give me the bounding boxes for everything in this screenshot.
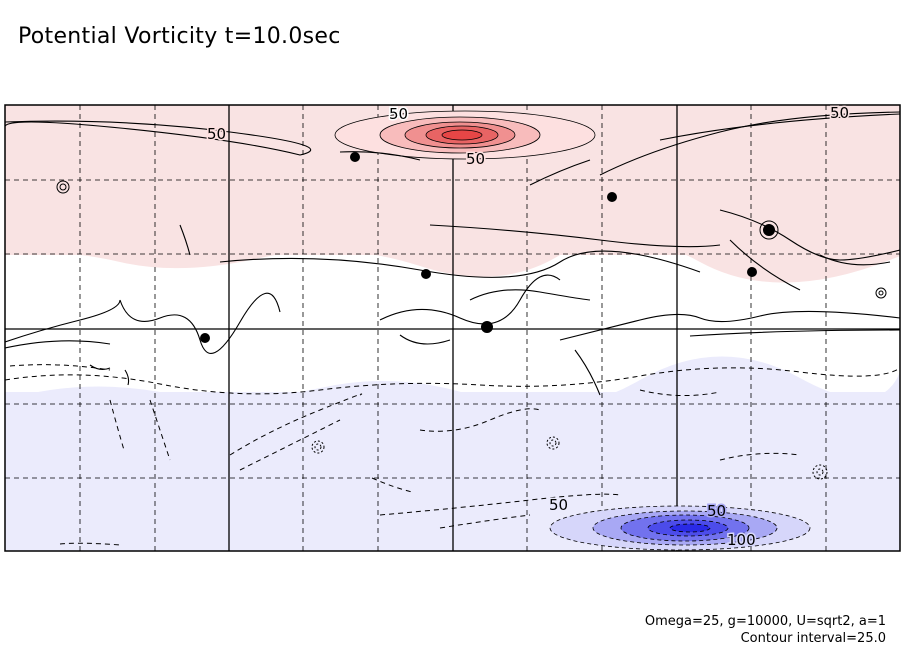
parameters-note: Omega=25, g=10000, U=sqrt2, a=1	[644, 614, 886, 629]
plot-frame	[4, 104, 901, 552]
positive-rings	[56, 180, 887, 299]
contour-label: 50	[549, 496, 568, 514]
major-grid	[5, 105, 900, 551]
contour-label: 50	[707, 502, 726, 520]
positive-contours	[5, 111, 900, 396]
contour-label: 50	[466, 150, 485, 168]
negative-spots	[311, 436, 828, 480]
contour-labels: 50 50 50 50 50 50 100	[206, 103, 851, 551]
contour-interval-note: Contour interval=25.0	[740, 631, 886, 646]
negative-vortex	[549, 505, 811, 551]
contour-label: 100	[727, 531, 756, 549]
negative-contours	[5, 364, 900, 546]
contour-label: 50	[207, 125, 226, 143]
chart-title: Potential Vorticity t=10.0sec	[18, 24, 341, 49]
positive-spots	[200, 152, 775, 343]
contour-label: 50	[830, 104, 849, 122]
grid	[5, 105, 900, 551]
contour-label: 50	[389, 105, 408, 123]
positive-vortex	[334, 110, 596, 160]
